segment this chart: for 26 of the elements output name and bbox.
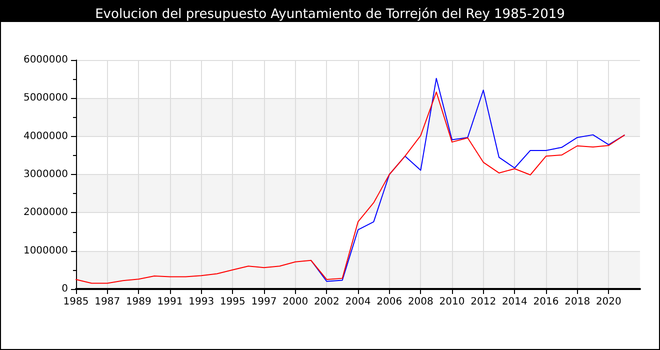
x-tick-label: 2008 [408, 296, 434, 308]
x-tick-label: 1989 [126, 296, 152, 308]
x-tick-label: 2004 [345, 296, 371, 308]
x-tick-label: 2018 [564, 296, 590, 308]
x-tick-label: 2014 [502, 296, 528, 308]
y-tick-label: 2000000 [23, 207, 68, 218]
y-tick-label: 5000000 [23, 92, 68, 104]
x-tick-label: 1991 [157, 296, 183, 308]
y-tick-label: 6000000 [23, 54, 68, 66]
y-tick-label: 0 [62, 284, 68, 294]
x-tick-label: 2012 [470, 296, 496, 308]
x-tick-label: 2000 [282, 296, 308, 308]
chart-title: Evolucion del presupuesto Ayuntamiento de Torrejón del Rey 1985-2019 [95, 7, 565, 22]
x-tick-label: 2010 [439, 296, 465, 308]
x-tick-label: 1993 [188, 296, 214, 308]
x-tick-label: 2002 [314, 296, 340, 308]
x-tick-label: 2016 [533, 296, 559, 308]
x-tick-label: 1995 [220, 296, 246, 308]
y-tick-label: 3000000 [23, 169, 68, 180]
x-tick-label: 2020 [596, 296, 622, 308]
x-tick-label: 2006 [376, 296, 402, 308]
y-tick-label: 1000000 [23, 245, 68, 256]
x-tick-label: 1987 [94, 296, 120, 308]
x-tick-label: 1997 [251, 296, 277, 308]
y-tick-label: 4000000 [23, 130, 68, 142]
x-tick-label: 1985 [63, 296, 89, 308]
